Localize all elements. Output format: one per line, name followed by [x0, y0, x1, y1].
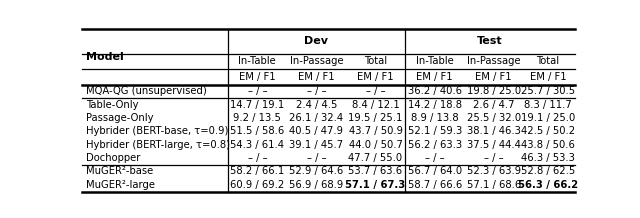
Text: EM / F1: EM / F1 — [357, 72, 394, 82]
Text: – / –: – / – — [307, 153, 326, 163]
Text: 39.1 / 45.7: 39.1 / 45.7 — [289, 140, 344, 150]
Text: 25.5 / 32.0: 25.5 / 32.0 — [467, 113, 521, 123]
Text: In-Table: In-Table — [239, 56, 276, 66]
Text: EM / F1: EM / F1 — [530, 72, 566, 82]
Text: Passage-Only: Passage-Only — [86, 113, 154, 123]
Text: MuGER²-large: MuGER²-large — [86, 180, 156, 190]
Text: Total: Total — [536, 56, 559, 66]
Text: In-Passage: In-Passage — [467, 56, 520, 66]
Text: 19.8 / 25.0: 19.8 / 25.0 — [467, 86, 521, 96]
Text: 56.3 / 66.2: 56.3 / 66.2 — [518, 180, 578, 190]
Text: Table-Only: Table-Only — [86, 100, 139, 110]
Text: 8.9 / 13.8: 8.9 / 13.8 — [411, 113, 458, 123]
Text: 8.4 / 12.1: 8.4 / 12.1 — [351, 100, 399, 110]
Text: EM / F1: EM / F1 — [417, 72, 453, 82]
Text: MQA-QG (unsupervised): MQA-QG (unsupervised) — [86, 86, 207, 96]
Text: 58.7 / 66.6: 58.7 / 66.6 — [408, 180, 462, 190]
Text: 52.8 / 62.5: 52.8 / 62.5 — [521, 167, 575, 176]
Text: 58.2 / 66.1: 58.2 / 66.1 — [230, 167, 284, 176]
Text: MuGER²-base: MuGER²-base — [86, 167, 154, 176]
Text: 56.2 / 63.3: 56.2 / 63.3 — [408, 140, 461, 150]
Text: Test: Test — [477, 36, 503, 46]
Text: In-Passage: In-Passage — [290, 56, 343, 66]
Text: Hybrider (BERT-large, τ=0.8): Hybrider (BERT-large, τ=0.8) — [86, 140, 230, 150]
Text: 2.6 / 4.7: 2.6 / 4.7 — [473, 100, 515, 110]
Text: – / –: – / – — [248, 153, 267, 163]
Text: 19.1 / 25.0: 19.1 / 25.0 — [521, 113, 575, 123]
Text: 43.8 / 50.6: 43.8 / 50.6 — [521, 140, 575, 150]
Text: 2.4 / 4.5: 2.4 / 4.5 — [296, 100, 337, 110]
Text: EM / F1: EM / F1 — [298, 72, 335, 82]
Text: 52.9 / 64.6: 52.9 / 64.6 — [289, 167, 344, 176]
Text: 44.0 / 50.7: 44.0 / 50.7 — [349, 140, 403, 150]
Text: 8.3 / 11.7: 8.3 / 11.7 — [524, 100, 572, 110]
Text: 14.2 / 18.8: 14.2 / 18.8 — [408, 100, 461, 110]
Text: 54.3 / 61.4: 54.3 / 61.4 — [230, 140, 284, 150]
Text: 26.1 / 32.4: 26.1 / 32.4 — [289, 113, 344, 123]
Text: 53.7 / 63.6: 53.7 / 63.6 — [348, 167, 403, 176]
Text: EM / F1: EM / F1 — [476, 72, 512, 82]
Text: 9.2 / 13.5: 9.2 / 13.5 — [234, 113, 281, 123]
Text: In-Table: In-Table — [416, 56, 454, 66]
Text: EM / F1: EM / F1 — [239, 72, 276, 82]
Text: 56.9 / 68.9: 56.9 / 68.9 — [289, 180, 344, 190]
Text: Hybrider (BERT-base, τ=0.9): Hybrider (BERT-base, τ=0.9) — [86, 126, 229, 136]
Text: 56.7 / 64.0: 56.7 / 64.0 — [408, 167, 461, 176]
Text: Dochopper: Dochopper — [86, 153, 141, 163]
Text: 47.7 / 55.0: 47.7 / 55.0 — [348, 153, 403, 163]
Text: 19.5 / 25.1: 19.5 / 25.1 — [348, 113, 403, 123]
Text: 60.9 / 69.2: 60.9 / 69.2 — [230, 180, 284, 190]
Text: 40.5 / 47.9: 40.5 / 47.9 — [289, 126, 344, 136]
Text: 37.5 / 44.4: 37.5 / 44.4 — [467, 140, 521, 150]
Text: 57.1 / 67.3: 57.1 / 67.3 — [346, 180, 406, 190]
Text: 25.7 / 30.5: 25.7 / 30.5 — [521, 86, 575, 96]
Text: 38.1 / 46.3: 38.1 / 46.3 — [467, 126, 521, 136]
Text: – / –: – / – — [484, 153, 504, 163]
Text: 52.1 / 59.3: 52.1 / 59.3 — [408, 126, 462, 136]
Text: – / –: – / – — [248, 86, 267, 96]
Text: – / –: – / – — [365, 86, 385, 96]
Text: 36.2 / 40.6: 36.2 / 40.6 — [408, 86, 461, 96]
Text: 14.7 / 19.1: 14.7 / 19.1 — [230, 100, 284, 110]
Text: 51.5 / 58.6: 51.5 / 58.6 — [230, 126, 284, 136]
Text: 46.3 / 53.3: 46.3 / 53.3 — [521, 153, 575, 163]
Text: 43.7 / 50.9: 43.7 / 50.9 — [349, 126, 403, 136]
Text: – / –: – / – — [307, 86, 326, 96]
Text: 57.1 / 68.6: 57.1 / 68.6 — [467, 180, 521, 190]
Text: Model: Model — [86, 52, 124, 62]
Text: Dev: Dev — [305, 36, 328, 46]
Text: 52.3 / 63.9: 52.3 / 63.9 — [467, 167, 521, 176]
Text: 42.5 / 50.2: 42.5 / 50.2 — [521, 126, 575, 136]
Text: Total: Total — [364, 56, 387, 66]
Text: – / –: – / – — [425, 153, 444, 163]
